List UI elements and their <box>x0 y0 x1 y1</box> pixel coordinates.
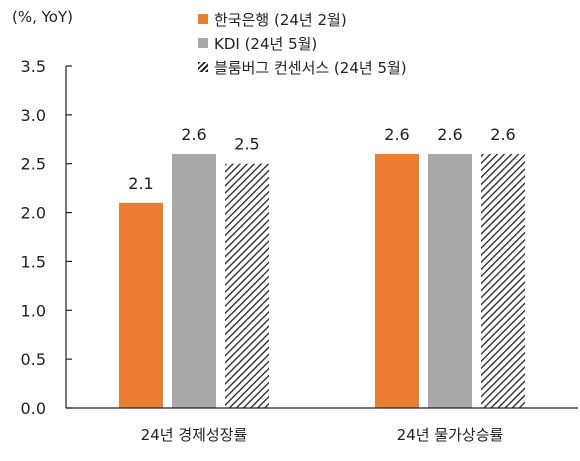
y-axis-unit-label: (%, YoY) <box>12 8 74 26</box>
data-label: 2.6 <box>181 125 206 144</box>
data-label: 2.5 <box>234 135 259 154</box>
data-label: 2.6 <box>437 125 462 144</box>
x-category-label: 24년 물가상승률 <box>397 426 504 444</box>
y-tick-label: 0.0 <box>21 399 46 418</box>
chart-legend: 한국은행 (24년 2월) KDI (24년 5월) 블룸버그 컨센서스 (24… <box>198 8 407 80</box>
legend-label-bloomberg: 블룸버그 컨센서스 (24년 5월) <box>214 58 407 77</box>
bar <box>119 202 163 408</box>
data-label: 2.1 <box>128 174 153 193</box>
y-tick-label: 3.5 <box>21 57 46 76</box>
legend-swatch-orange-icon <box>198 14 208 24</box>
y-tick-label: 2.5 <box>21 155 46 174</box>
data-label: 2.6 <box>384 125 409 144</box>
bar <box>225 163 269 408</box>
y-tick-label: 2.0 <box>21 204 46 223</box>
legend-item-kdi: KDI (24년 5월) <box>198 32 407 54</box>
y-tick-label: 3.0 <box>21 106 46 125</box>
legend-item-bloomberg: 블룸버그 컨센서스 (24년 5월) <box>198 56 407 78</box>
bar <box>375 153 419 408</box>
bar <box>481 153 525 408</box>
y-axis: 0.0 0.5 1.0 1.5 2.0 2.5 3.0 3.5 <box>21 57 72 418</box>
legend-label-kdi: KDI (24년 5월) <box>214 34 318 53</box>
y-tick-label: 0.5 <box>21 350 46 369</box>
legend-item-bok: 한국은행 (24년 2월) <box>198 8 407 30</box>
x-axis: 24년 경제성장률 24년 물가상승률 <box>66 407 578 444</box>
data-label: 2.6 <box>490 125 515 144</box>
bar <box>172 153 216 408</box>
x-category-label: 24년 경제성장률 <box>141 426 248 444</box>
y-tick-label: 1.0 <box>21 301 46 320</box>
legend-label-bok: 한국은행 (24년 2월) <box>214 10 347 29</box>
bar <box>428 153 472 408</box>
y-tick-label: 1.5 <box>21 252 46 271</box>
legend-swatch-hatched-icon <box>198 62 208 72</box>
bars-group: 2.1 2.6 2.5 2.6 2.6 2.6 <box>119 125 525 408</box>
legend-swatch-gray-icon <box>198 38 208 48</box>
